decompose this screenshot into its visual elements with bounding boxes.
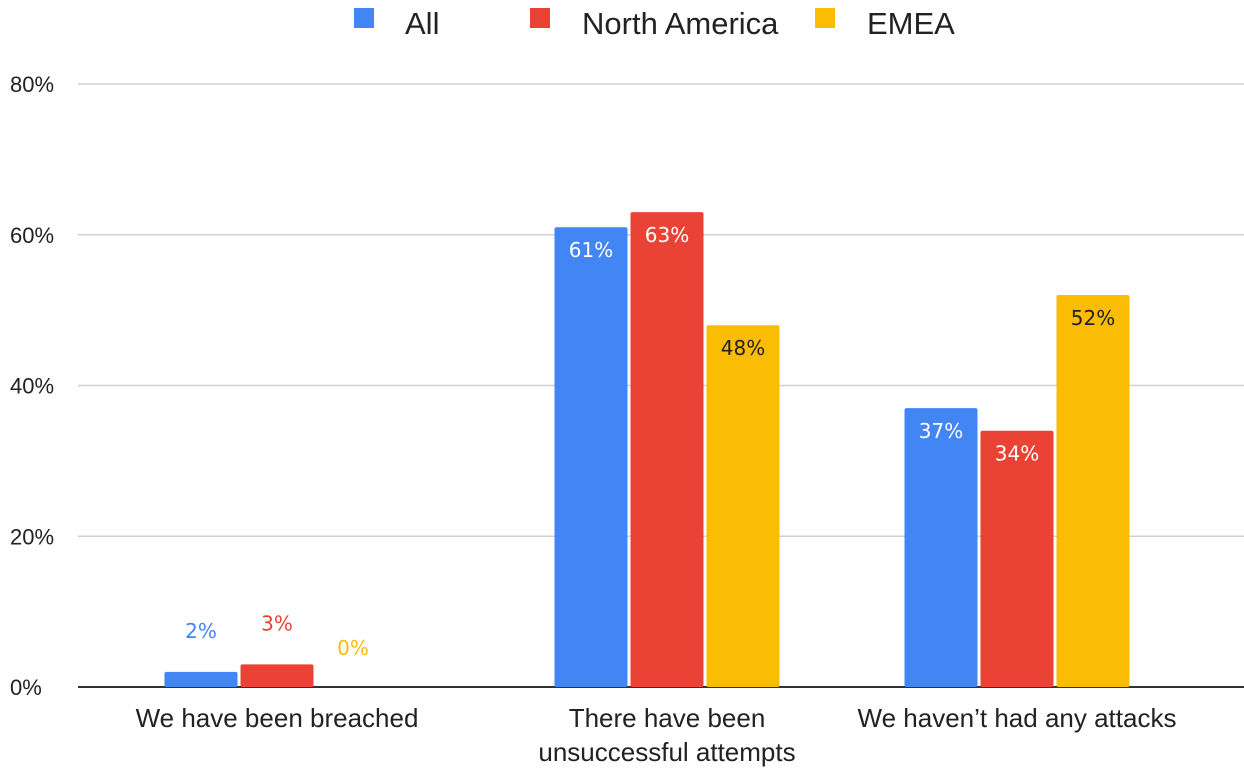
legend: All North America EMEA (354, 6, 955, 41)
legend-swatch (530, 8, 550, 28)
bar (554, 227, 628, 687)
data-labels: 2% 61% 37% 3% 63% 34% 0% 48% 52% (185, 223, 1115, 660)
bar (706, 325, 780, 687)
y-tick-label: 40% (10, 374, 54, 399)
y-tick-label: 20% (10, 524, 54, 549)
bars (164, 212, 1130, 687)
bar (240, 664, 314, 687)
x-category-label: We have been breached (136, 703, 419, 733)
legend-swatch (815, 8, 835, 28)
bar (1056, 295, 1130, 687)
x-category-label: We haven’t had any attacks (858, 703, 1177, 733)
data-label: 2% (185, 619, 217, 643)
bar (980, 430, 1054, 687)
data-label: 48% (721, 336, 765, 360)
data-label: 61% (569, 238, 613, 262)
data-label: 63% (645, 223, 689, 247)
y-axis-ticks: 0% 20% 40% 60% 80% (10, 72, 54, 700)
legend-swatch (354, 8, 374, 28)
data-label: 0% (337, 636, 369, 660)
y-tick-label: 0% (10, 675, 42, 700)
bar (904, 408, 978, 687)
bar (630, 212, 704, 687)
legend-label: All (405, 6, 439, 41)
data-label: 34% (995, 442, 1039, 466)
data-label: 52% (1071, 306, 1115, 330)
x-category-label: There have been (569, 703, 766, 733)
x-axis-categories: We have been breached There have been unsu… (136, 703, 1177, 767)
bar (164, 671, 238, 687)
y-tick-label: 80% (10, 72, 54, 97)
legend-label: EMEA (867, 6, 955, 41)
x-category-label: unsuccessful attempts (538, 737, 795, 767)
data-label: 3% (261, 611, 293, 635)
legend-label: North America (582, 6, 779, 41)
y-tick-label: 60% (10, 223, 54, 248)
data-label: 37% (919, 419, 963, 443)
